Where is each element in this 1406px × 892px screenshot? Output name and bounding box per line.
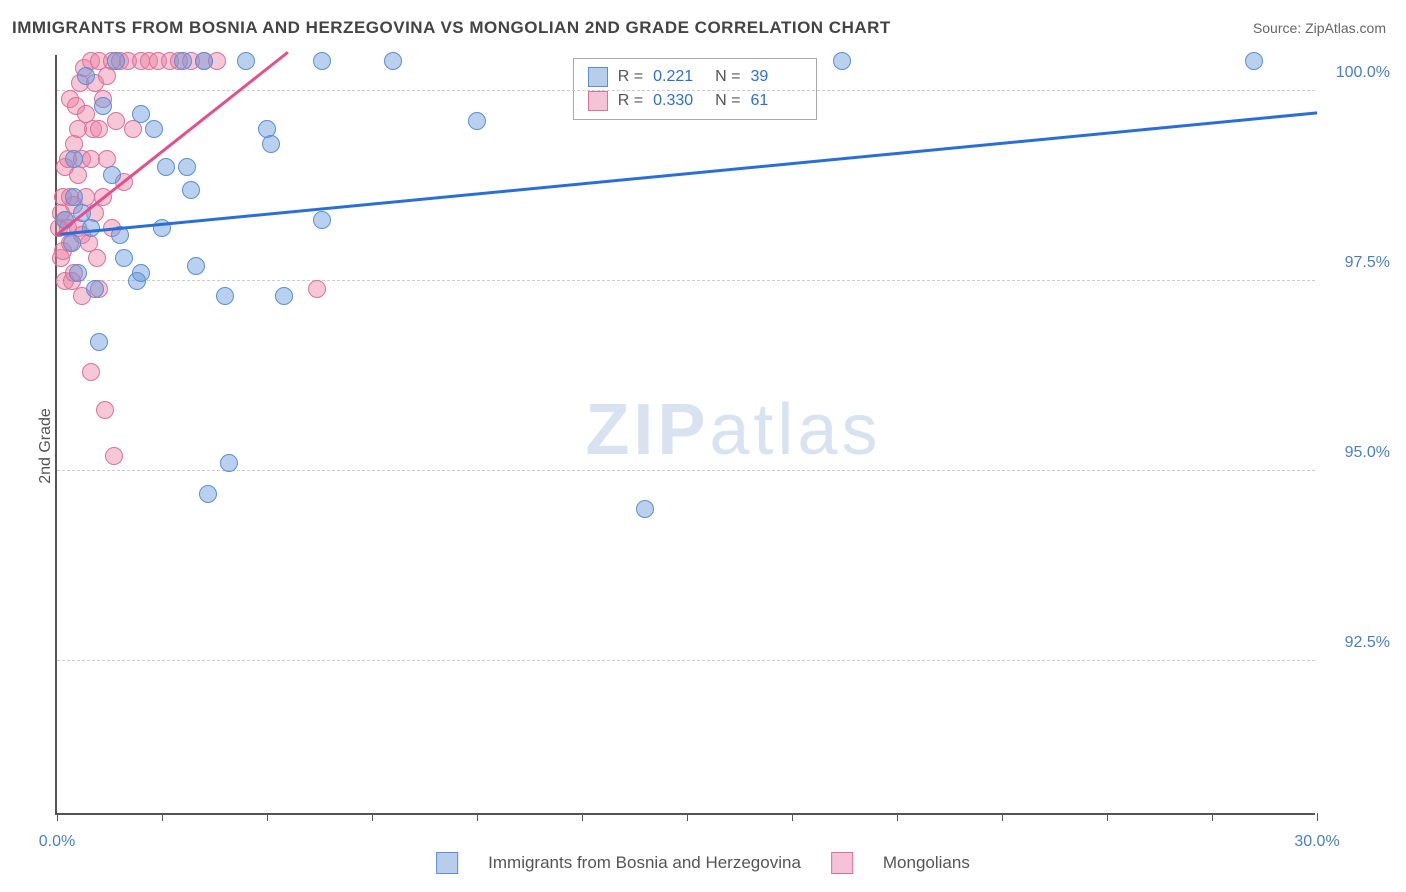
data-point-mongolians — [82, 363, 100, 381]
data-point-bosnia — [145, 120, 163, 138]
scatter-plot-area: ZIPatlas R = 0.221 N = 39 R = 0.330 N = … — [55, 55, 1315, 815]
x-tick — [267, 813, 268, 821]
y-tick-label: 95.0% — [1325, 444, 1390, 462]
data-point-bosnia — [82, 219, 100, 237]
data-point-bosnia — [77, 67, 95, 85]
data-point-mongolians — [107, 112, 125, 130]
data-point-bosnia — [65, 150, 83, 168]
data-point-mongolians — [105, 447, 123, 465]
data-point-bosnia — [174, 52, 192, 70]
x-tick — [372, 813, 373, 821]
data-point-bosnia — [275, 287, 293, 305]
data-point-bosnia — [195, 52, 213, 70]
swatch-icon — [588, 91, 608, 111]
data-point-bosnia — [187, 257, 205, 275]
data-point-bosnia — [115, 249, 133, 267]
data-point-mongolians — [96, 401, 114, 419]
data-point-bosnia — [216, 287, 234, 305]
data-point-bosnia — [220, 454, 238, 472]
swatch-icon — [436, 852, 458, 874]
data-point-bosnia — [313, 52, 331, 70]
data-point-bosnia — [103, 166, 121, 184]
x-tick-label: 0.0% — [39, 833, 75, 851]
legend-label-bosnia: Immigrants from Bosnia and Herzegovina — [488, 853, 801, 873]
gridline — [57, 280, 1315, 281]
trend-line — [57, 111, 1317, 235]
x-tick — [57, 813, 58, 821]
x-tick — [1002, 813, 1003, 821]
x-tick — [687, 813, 688, 821]
data-point-bosnia — [94, 97, 112, 115]
swatch-icon — [588, 67, 608, 87]
y-tick-label: 92.5% — [1325, 634, 1390, 652]
data-point-bosnia — [69, 264, 87, 282]
data-point-mongolians — [88, 249, 106, 267]
x-tick — [162, 813, 163, 821]
source-label: Source: ZipAtlas.com — [1253, 20, 1386, 36]
data-point-bosnia — [833, 52, 851, 70]
y-tick-label: 97.5% — [1325, 254, 1390, 272]
gridline — [57, 90, 1315, 91]
chart-title: IMMIGRANTS FROM BOSNIA AND HERZEGOVINA V… — [12, 18, 891, 38]
legend-row-mongolians: R = 0.330 N = 61 — [588, 89, 803, 113]
y-axis-label: 2nd Grade — [37, 408, 55, 484]
data-point-bosnia — [468, 112, 486, 130]
data-point-bosnia — [182, 181, 200, 199]
data-point-bosnia — [86, 280, 104, 298]
swatch-icon — [831, 852, 853, 874]
x-tick — [897, 813, 898, 821]
x-tick — [792, 813, 793, 821]
data-point-mongolians — [82, 150, 100, 168]
data-point-bosnia — [107, 52, 125, 70]
data-point-bosnia — [313, 211, 331, 229]
legend-label-mongolians: Mongolians — [883, 853, 970, 873]
data-point-bosnia — [636, 500, 654, 518]
data-point-bosnia — [157, 158, 175, 176]
series-legend: Immigrants from Bosnia and Herzegovina M… — [436, 852, 970, 874]
data-point-mongolians — [308, 280, 326, 298]
y-tick-label: 100.0% — [1325, 64, 1390, 82]
gridline — [57, 660, 1315, 661]
x-tick — [477, 813, 478, 821]
legend-row-bosnia: R = 0.221 N = 39 — [588, 65, 803, 89]
x-tick — [582, 813, 583, 821]
x-tick — [1107, 813, 1108, 821]
data-point-bosnia — [132, 264, 150, 282]
watermark: ZIPatlas — [585, 389, 881, 471]
data-point-bosnia — [199, 485, 217, 503]
data-point-bosnia — [63, 234, 81, 252]
data-point-bosnia — [132, 105, 150, 123]
correlation-legend: R = 0.221 N = 39 R = 0.330 N = 61 — [573, 58, 818, 120]
x-tick — [1317, 813, 1318, 821]
data-point-mongolians — [90, 120, 108, 138]
data-point-bosnia — [178, 158, 196, 176]
data-point-bosnia — [90, 333, 108, 351]
x-tick-label: 30.0% — [1294, 833, 1339, 851]
data-point-bosnia — [1245, 52, 1263, 70]
data-point-bosnia — [237, 52, 255, 70]
data-point-bosnia — [384, 52, 402, 70]
data-point-bosnia — [262, 135, 280, 153]
gridline — [57, 470, 1315, 471]
x-tick — [1212, 813, 1213, 821]
